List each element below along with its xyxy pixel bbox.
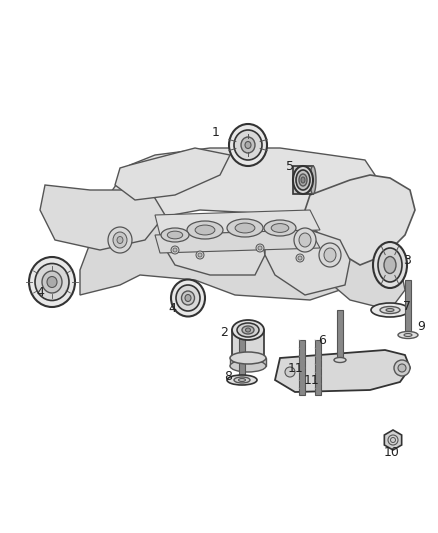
Ellipse shape: [301, 177, 305, 183]
Ellipse shape: [394, 360, 410, 376]
Polygon shape: [265, 230, 350, 295]
Polygon shape: [95, 148, 375, 230]
Text: 11: 11: [304, 374, 320, 386]
Ellipse shape: [293, 166, 313, 194]
Ellipse shape: [187, 221, 223, 239]
Ellipse shape: [230, 352, 266, 364]
Polygon shape: [384, 430, 402, 450]
Ellipse shape: [230, 360, 266, 372]
Ellipse shape: [334, 358, 346, 362]
Ellipse shape: [391, 438, 396, 442]
Text: 3: 3: [403, 254, 411, 266]
Ellipse shape: [245, 141, 251, 149]
Ellipse shape: [271, 224, 289, 232]
Ellipse shape: [264, 220, 296, 236]
Ellipse shape: [239, 378, 246, 382]
Text: 6: 6: [318, 334, 326, 346]
Ellipse shape: [113, 232, 127, 248]
Circle shape: [198, 253, 202, 257]
Polygon shape: [293, 166, 313, 194]
Polygon shape: [239, 325, 245, 380]
Ellipse shape: [227, 375, 257, 385]
Ellipse shape: [398, 332, 418, 338]
Ellipse shape: [29, 257, 75, 307]
Ellipse shape: [310, 166, 316, 194]
Ellipse shape: [404, 334, 412, 336]
Text: 4: 4: [168, 302, 176, 314]
Text: 4: 4: [36, 287, 44, 300]
Circle shape: [298, 256, 302, 260]
Ellipse shape: [246, 328, 251, 332]
Text: 5: 5: [286, 160, 294, 174]
Ellipse shape: [108, 227, 132, 253]
Ellipse shape: [294, 228, 316, 252]
Ellipse shape: [296, 170, 310, 190]
Polygon shape: [115, 148, 230, 200]
Text: 1: 1: [212, 126, 220, 140]
Ellipse shape: [242, 326, 254, 334]
Polygon shape: [310, 230, 405, 310]
Circle shape: [258, 246, 262, 250]
Ellipse shape: [227, 219, 263, 237]
Circle shape: [296, 254, 304, 262]
Ellipse shape: [195, 225, 215, 235]
Polygon shape: [275, 350, 410, 392]
Text: 2: 2: [220, 327, 228, 340]
Polygon shape: [80, 215, 375, 300]
Polygon shape: [230, 358, 266, 366]
Polygon shape: [299, 340, 305, 395]
Ellipse shape: [373, 242, 407, 288]
Ellipse shape: [324, 248, 336, 262]
Ellipse shape: [299, 174, 307, 186]
Ellipse shape: [319, 243, 341, 267]
Text: 8: 8: [224, 369, 232, 383]
Polygon shape: [40, 185, 165, 250]
Ellipse shape: [232, 320, 264, 340]
Ellipse shape: [234, 377, 250, 383]
Ellipse shape: [117, 237, 123, 244]
Polygon shape: [155, 230, 320, 253]
Polygon shape: [160, 215, 265, 275]
Ellipse shape: [386, 309, 394, 311]
Ellipse shape: [42, 271, 62, 293]
Text: 7: 7: [403, 300, 411, 312]
Circle shape: [171, 246, 179, 254]
Ellipse shape: [285, 367, 295, 377]
Text: 11: 11: [288, 361, 304, 375]
Circle shape: [256, 244, 264, 252]
Ellipse shape: [380, 306, 400, 313]
Polygon shape: [232, 330, 264, 360]
Ellipse shape: [185, 295, 191, 302]
Polygon shape: [305, 175, 415, 265]
Ellipse shape: [371, 303, 409, 317]
Ellipse shape: [384, 256, 396, 273]
Ellipse shape: [181, 291, 194, 305]
Text: 9: 9: [417, 319, 425, 333]
Circle shape: [173, 248, 177, 252]
Ellipse shape: [176, 285, 200, 311]
Ellipse shape: [234, 130, 262, 160]
Ellipse shape: [378, 248, 402, 282]
Ellipse shape: [299, 233, 311, 247]
Ellipse shape: [235, 223, 255, 233]
Polygon shape: [337, 310, 343, 360]
Polygon shape: [405, 280, 411, 335]
Polygon shape: [155, 210, 320, 235]
Ellipse shape: [167, 231, 183, 239]
Ellipse shape: [171, 279, 205, 317]
Ellipse shape: [398, 364, 406, 372]
Ellipse shape: [241, 137, 255, 153]
Ellipse shape: [47, 277, 57, 287]
Polygon shape: [315, 340, 321, 395]
Ellipse shape: [161, 228, 189, 242]
Ellipse shape: [229, 124, 267, 166]
Ellipse shape: [35, 263, 69, 301]
Text: 10: 10: [384, 447, 400, 459]
Circle shape: [196, 251, 204, 259]
Ellipse shape: [237, 323, 259, 337]
